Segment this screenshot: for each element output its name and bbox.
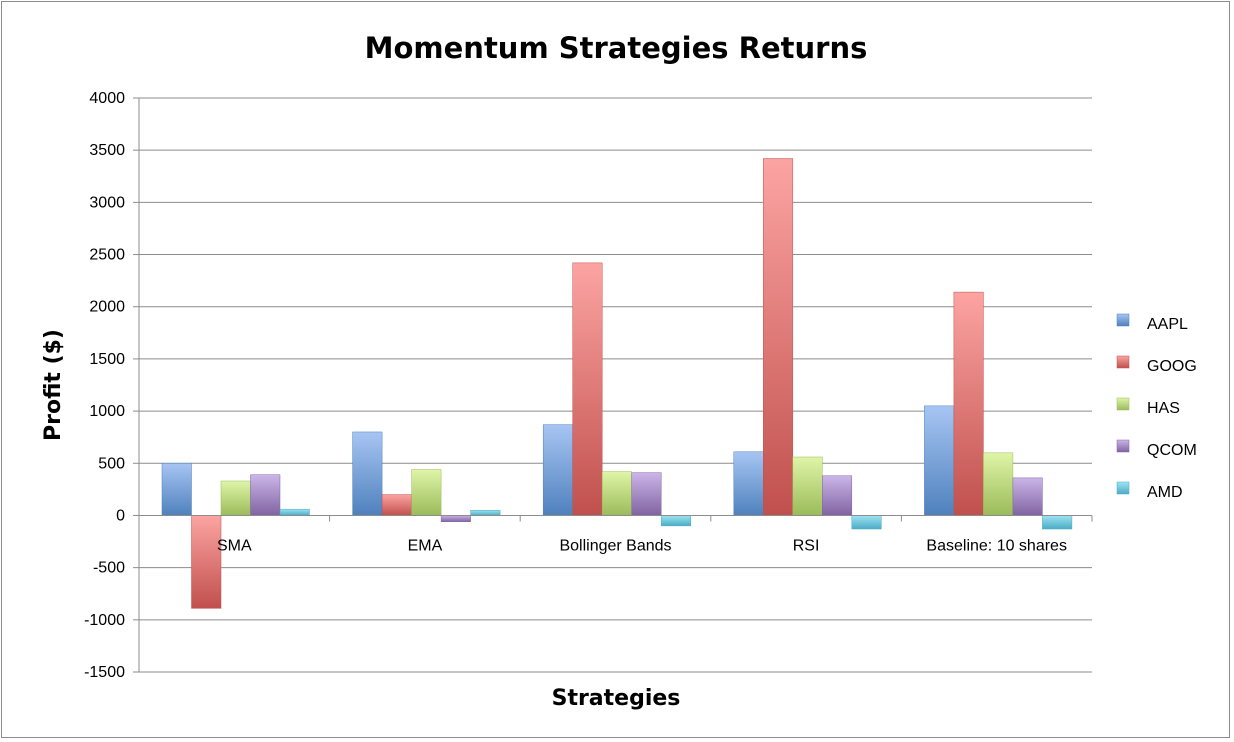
- bar-goog: [381, 494, 412, 516]
- bar-aapl: [924, 405, 955, 516]
- legend-swatch-qcom: [1116, 439, 1130, 453]
- bar-qcom: [822, 475, 853, 516]
- bar-amd: [279, 508, 310, 516]
- y-axis-ticks: -1500 -1000 -500 0 500 1000 1500 2000 2500 3000 35…: [84, 90, 139, 681]
- category-label: Baseline: 10 shares: [926, 537, 1067, 554]
- y-tick-label: 1000: [89, 403, 125, 420]
- grid-lines: [139, 97, 1092, 673]
- x-axis-categories: SMA EMA Bollinger Bands RSI Baseline: 10 sha…: [217, 537, 1067, 554]
- category-label: SMA: [217, 537, 252, 554]
- bar-aapl: [733, 451, 764, 516]
- legend-label-aapl: AAPL: [1147, 316, 1188, 333]
- legend-label-has: HAS: [1147, 400, 1180, 417]
- bar-goog: [191, 515, 222, 609]
- chart-title: Momentum Strategies Returns: [365, 31, 868, 65]
- legend-label-goog: GOOG: [1147, 358, 1197, 375]
- legend-swatch-amd: [1116, 481, 1130, 495]
- bar-amd: [470, 509, 501, 516]
- bar-has: [411, 469, 442, 516]
- bar-goog: [572, 262, 603, 516]
- bar-amd: [1042, 515, 1073, 530]
- y-tick-label: 0: [116, 507, 125, 524]
- y-tick-label: -1500: [84, 664, 125, 681]
- y-tick-label: 3500: [89, 142, 125, 159]
- legend-swatch-goog: [1116, 355, 1130, 369]
- bar-qcom: [440, 515, 471, 522]
- bar-goog: [763, 158, 794, 516]
- axes: [138, 98, 1093, 672]
- legend-label-qcom: QCOM: [1147, 442, 1197, 459]
- bar-aapl: [352, 431, 383, 516]
- y-tick-label: 4000: [89, 90, 125, 107]
- y-tick-label: 2500: [89, 247, 125, 264]
- y-tick-label: 2000: [89, 299, 125, 316]
- category-label: EMA: [408, 537, 443, 554]
- legend-label-amd: AMD: [1147, 484, 1183, 501]
- bar-qcom: [631, 472, 662, 516]
- bar-aapl: [161, 463, 192, 516]
- bar-goog: [953, 291, 984, 516]
- bar-has: [983, 452, 1014, 516]
- bar-qcom: [250, 474, 281, 516]
- category-label: RSI: [793, 537, 820, 554]
- legend-swatch-has: [1116, 397, 1130, 411]
- x-axis-title: Strategies: [552, 686, 681, 711]
- y-tick-label: -1000: [84, 612, 125, 629]
- category-label: Bollinger Bands: [559, 537, 671, 554]
- y-tick-label: 1500: [89, 351, 125, 368]
- y-tick-label: -500: [93, 560, 125, 577]
- bar-has: [792, 456, 823, 516]
- legend: AAPL GOOG HAS QCOM AMD: [1116, 313, 1197, 501]
- bar-amd: [660, 515, 691, 527]
- y-tick-label: 500: [98, 455, 125, 472]
- bar-has: [601, 471, 632, 516]
- bar-amd: [851, 515, 882, 530]
- y-tick-label: 3000: [89, 194, 125, 211]
- y-axis-title: Profit ($): [41, 329, 66, 441]
- bar-aapl: [542, 424, 573, 516]
- bar-has: [220, 480, 251, 516]
- bars: [161, 158, 1073, 609]
- legend-swatch-aapl: [1116, 313, 1130, 327]
- bar-qcom: [1012, 477, 1043, 516]
